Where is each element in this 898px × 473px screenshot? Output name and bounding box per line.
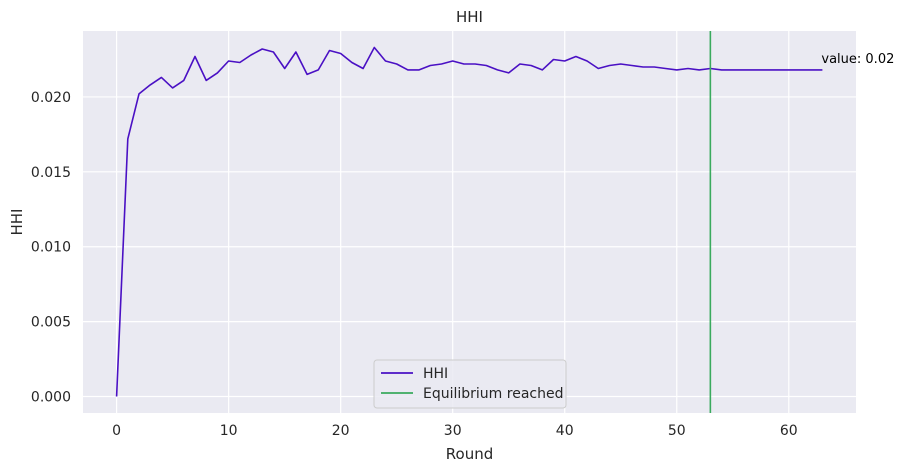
y-axis-label: HHI <box>8 209 26 236</box>
x-tick-label: 10 <box>220 423 238 439</box>
plot-area <box>83 31 856 413</box>
legend: HHI Equilibrium reached <box>373 359 567 409</box>
y-tick-label: 0.010 <box>31 240 71 256</box>
y-tick-label: 0.005 <box>31 315 71 331</box>
x-axis-ticks: 0 10 20 30 40 50 60 <box>112 423 798 439</box>
x-tick-label: 50 <box>668 423 686 439</box>
x-tick-label: 0 <box>112 423 121 439</box>
x-tick-label: 20 <box>332 423 350 439</box>
x-tick-label: 60 <box>780 423 798 439</box>
x-axis-label: Round <box>446 445 493 463</box>
value-annotation: value: 0.02 <box>821 52 894 67</box>
x-tick-label: 40 <box>556 423 574 439</box>
series-lines <box>115 31 823 413</box>
legend-label-equilibrium: Equilibrium reached <box>423 386 563 402</box>
y-axis-ticks: 0.000 0.005 0.010 0.015 0.020 <box>31 90 71 406</box>
chart-title: HHI <box>456 8 483 26</box>
y-tick-label: 0.015 <box>31 165 71 181</box>
legend-label-hhi: HHI <box>423 366 448 382</box>
hhi-series-line <box>115 46 823 397</box>
legend-box <box>373 359 567 409</box>
y-tick-label: 0.000 <box>31 390 71 406</box>
grid-lines <box>83 31 856 413</box>
x-tick-label: 30 <box>444 423 462 439</box>
y-tick-label: 0.020 <box>31 90 71 106</box>
